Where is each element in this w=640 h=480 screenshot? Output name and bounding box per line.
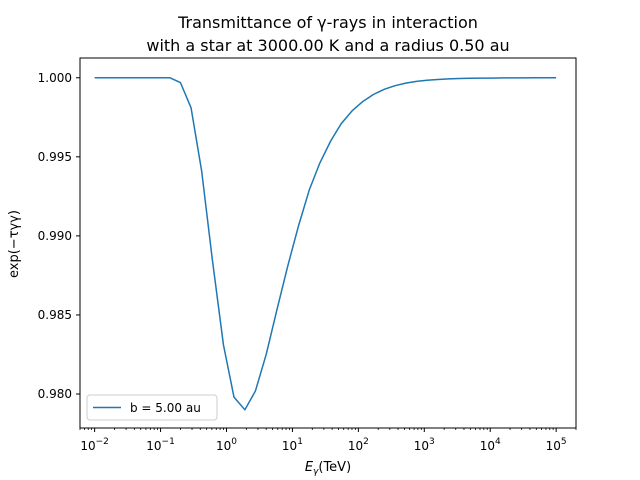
x-tick-label: 105 xyxy=(546,437,567,453)
y-tick-label: 0.995 xyxy=(38,150,72,164)
chart-title-line-1: Transmittance of γ-rays in interaction xyxy=(177,13,478,32)
x-axis-label-main: E xyxy=(305,460,314,475)
chart-title-line-2: with a star at 3000.00 K and a radius 0.… xyxy=(146,36,509,55)
y-axis-ticks: 0.980 0.985 0.990 0.995 1.000 xyxy=(38,71,80,401)
x-tick-label: 104 xyxy=(480,437,501,453)
x-axis-minor-ticks xyxy=(79,428,577,430)
y-tick-label: 1.000 xyxy=(38,71,72,85)
x-tick-label: 103 xyxy=(414,437,435,453)
series-line-b-5au xyxy=(94,77,557,411)
x-axis-label: Eγ(TeV) xyxy=(305,460,351,477)
legend-entry-label: b = 5.00 au xyxy=(130,401,201,415)
x-tick-label: 10−1 xyxy=(146,437,175,453)
axes-frame xyxy=(79,57,577,429)
legend-box xyxy=(86,394,218,421)
y-tick-label: 0.985 xyxy=(38,308,72,322)
x-axis-ticks: 10−2 10−1 100 101 102 103 104 105 xyxy=(80,428,567,453)
x-tick-label: 10−2 xyxy=(80,437,109,453)
x-axis-label-unit: (TeV) xyxy=(318,460,351,475)
legend: b = 5.00 au xyxy=(86,394,218,421)
plot-area: 10−2 10−1 100 101 102 103 104 105 0.9800.9850.9… xyxy=(38,57,577,453)
y-tick-label: 0.990 xyxy=(38,229,72,243)
x-tick-label: 102 xyxy=(348,437,369,453)
x-axis-label-sub: γ xyxy=(313,467,319,477)
x-tick-label: 101 xyxy=(282,437,303,453)
y-tick-label: 0.980 xyxy=(38,387,72,401)
y-axis-label: exp(−τγγ) xyxy=(7,210,22,278)
x-tick-label: 100 xyxy=(216,437,237,453)
